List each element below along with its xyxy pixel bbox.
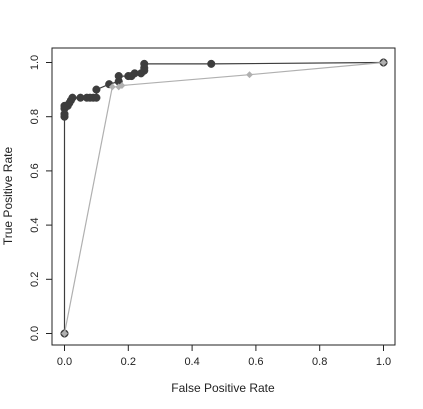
y-tick-label: 0.2 — [29, 272, 41, 287]
series-1 — [60, 58, 388, 338]
y-tick-label: 0.0 — [29, 326, 41, 341]
x-tick-label: 0.6 — [248, 356, 263, 368]
data-point — [140, 59, 149, 68]
data-point — [61, 330, 68, 337]
x-axis-title: False Positive Rate — [171, 381, 275, 395]
y-tick-label: 1.0 — [29, 55, 41, 70]
data-point — [246, 71, 253, 79]
y-tick-label: 0.6 — [29, 163, 41, 178]
series-2 — [61, 59, 387, 337]
x-axis: 0.0 0.2 0.4 0.6 0.8 1.0 — [57, 345, 391, 368]
y-tick-label: 0.4 — [29, 217, 41, 232]
series-layer — [60, 58, 388, 338]
y-axis-title: True Positive Rate — [1, 147, 15, 246]
series-line — [63, 61, 384, 334]
y-tick-label: 0.8 — [29, 109, 41, 124]
plot-box — [51, 47, 396, 346]
y-axis: 0.0 0.2 0.4 0.6 0.8 1.0 — [29, 55, 52, 341]
x-tick-label: 0.8 — [312, 356, 327, 368]
data-point — [92, 93, 101, 102]
x-tick-label: 0.0 — [57, 356, 72, 368]
data-point — [114, 72, 123, 81]
data-point — [118, 82, 126, 89]
series-line — [63, 61, 384, 334]
data-point — [92, 85, 101, 94]
data-point — [380, 59, 387, 66]
x-tick-label: 1.0 — [376, 356, 391, 368]
data-point — [68, 93, 77, 102]
data-point — [108, 83, 116, 91]
x-tick-label: 0.2 — [121, 356, 136, 368]
data-point — [207, 59, 216, 68]
x-tick-label: 0.4 — [184, 356, 199, 368]
